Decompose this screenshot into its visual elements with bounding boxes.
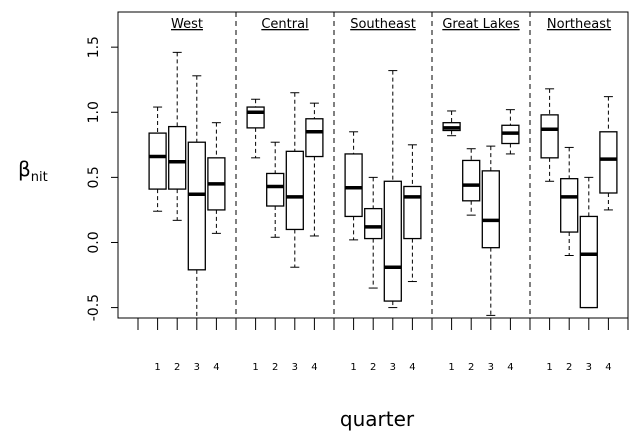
x-tick-label: 1	[154, 362, 160, 373]
x-tick-label: 3	[194, 362, 200, 373]
x-tick-label: 1	[546, 362, 552, 373]
x-tick-label: 2	[468, 362, 474, 373]
box	[383, 180, 402, 302]
box	[305, 118, 324, 158]
box	[462, 159, 481, 202]
y-tick-label: 0.0	[86, 231, 102, 253]
x-tick-label: 3	[390, 362, 396, 373]
x-tick-label: 3	[488, 362, 494, 373]
y-label-subscript: nit	[31, 170, 48, 185]
box	[187, 141, 206, 271]
group-label: Great Lakes	[442, 17, 520, 32]
x-tick-label: 2	[174, 362, 180, 373]
x-tick-label: 4	[311, 362, 317, 373]
x-tick-label: 4	[409, 362, 415, 373]
box	[579, 215, 598, 309]
y-label-symbol: β	[18, 157, 31, 181]
box	[148, 132, 167, 190]
x-axis-label: quarter	[340, 407, 415, 431]
group-label: Southeast	[350, 17, 416, 32]
box	[599, 131, 618, 194]
box	[168, 125, 187, 190]
x-tick-label: 1	[252, 362, 258, 373]
box	[285, 150, 304, 231]
x-tick-label: 3	[292, 362, 298, 373]
x-tick-label: 1	[350, 362, 356, 373]
box	[560, 178, 579, 233]
x-tick-label: 4	[213, 362, 219, 373]
x-tick-label: 2	[272, 362, 278, 373]
box	[246, 106, 265, 129]
box	[364, 207, 383, 240]
y-tick-label: 1.5	[86, 36, 102, 58]
y-tick-label: -0.5	[86, 294, 102, 321]
y-tick-label: 1.0	[86, 101, 102, 123]
group-label: Northeast	[547, 17, 611, 32]
x-tick-label: 4	[507, 362, 513, 373]
group-label: Central	[261, 17, 308, 32]
box	[266, 172, 285, 207]
x-tick-label: 4	[605, 362, 611, 373]
x-tick-label: 2	[566, 362, 572, 373]
group-label: West	[171, 17, 203, 32]
x-tick-label: 3	[586, 362, 592, 373]
box	[540, 114, 559, 159]
x-tick-label: 1	[448, 362, 454, 373]
y-tick-label: 0.5	[86, 166, 102, 188]
x-tick-label: 2	[370, 362, 376, 373]
box	[403, 185, 422, 240]
box	[481, 170, 500, 249]
y-axis-label: βnit	[18, 157, 48, 185]
box	[344, 153, 363, 218]
